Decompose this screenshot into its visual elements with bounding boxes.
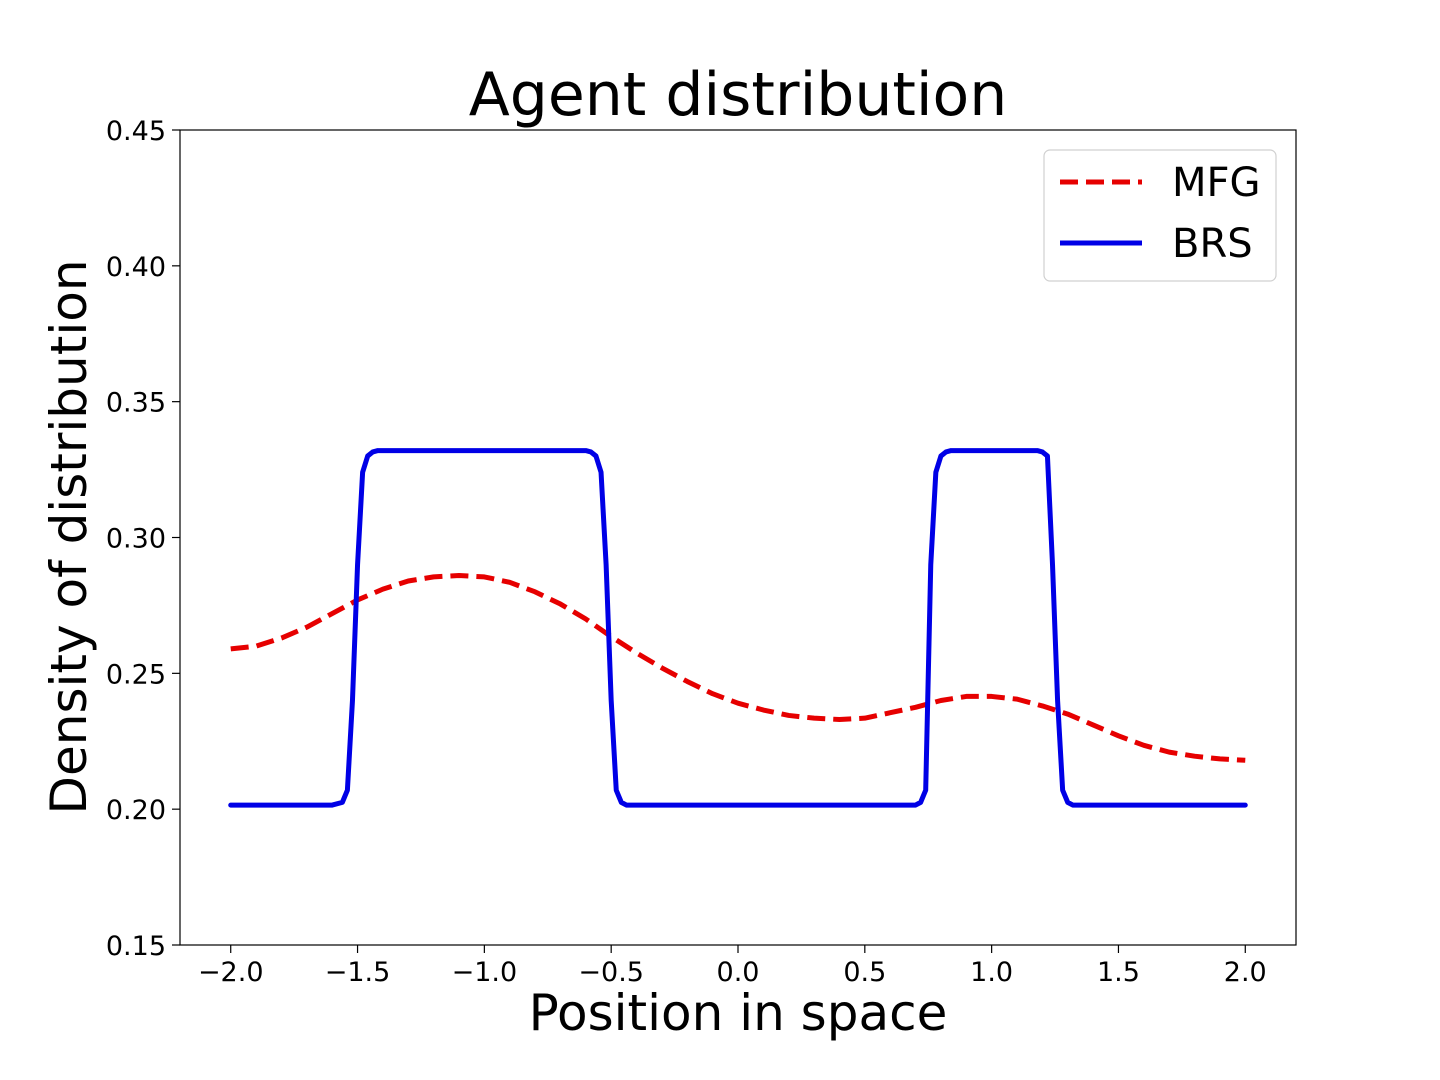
series-line-brs xyxy=(228,448,1248,808)
chart-title: Agent distribution xyxy=(469,60,1008,130)
x-tick-label: −1.5 xyxy=(325,957,391,988)
series-line-mfg xyxy=(230,573,1246,763)
x-tick-label: 1.0 xyxy=(970,957,1013,988)
x-tick-label: 2.0 xyxy=(1224,957,1267,988)
y-tick-label: 0.20 xyxy=(106,795,166,826)
y-axis: 0.15 0.20 0.25 0.30 0.35 0.40 0.45 xyxy=(106,116,180,962)
y-tick-label: 0.45 xyxy=(106,116,166,147)
x-axis-title: Position in space xyxy=(529,984,948,1042)
x-axis: −2.0 −1.5 −1.0 −0.5 0.0 0.5 1.0 1.5 2.0 xyxy=(198,945,1267,988)
x-tick-label: −1.0 xyxy=(452,957,518,988)
legend-label-brs: BRS xyxy=(1172,221,1253,267)
x-tick-label: −2.0 xyxy=(198,957,264,988)
y-tick-label: 0.40 xyxy=(106,252,166,283)
y-tick-label: 0.30 xyxy=(106,524,166,555)
x-tick-label: 0.5 xyxy=(843,957,886,988)
y-tick-label: 0.35 xyxy=(106,388,166,419)
legend-label-mfg: MFG xyxy=(1172,160,1261,206)
legend: MFG BRS xyxy=(1043,149,1277,282)
x-tick-label: −0.5 xyxy=(578,957,644,988)
y-axis-title: Density of distribution xyxy=(40,259,98,814)
y-tick-label: 0.15 xyxy=(106,931,166,962)
series-layer xyxy=(228,448,1248,808)
y-tick-label: 0.25 xyxy=(106,659,166,690)
x-tick-label: 1.5 xyxy=(1097,957,1140,988)
x-tick-label: 0.0 xyxy=(717,957,760,988)
